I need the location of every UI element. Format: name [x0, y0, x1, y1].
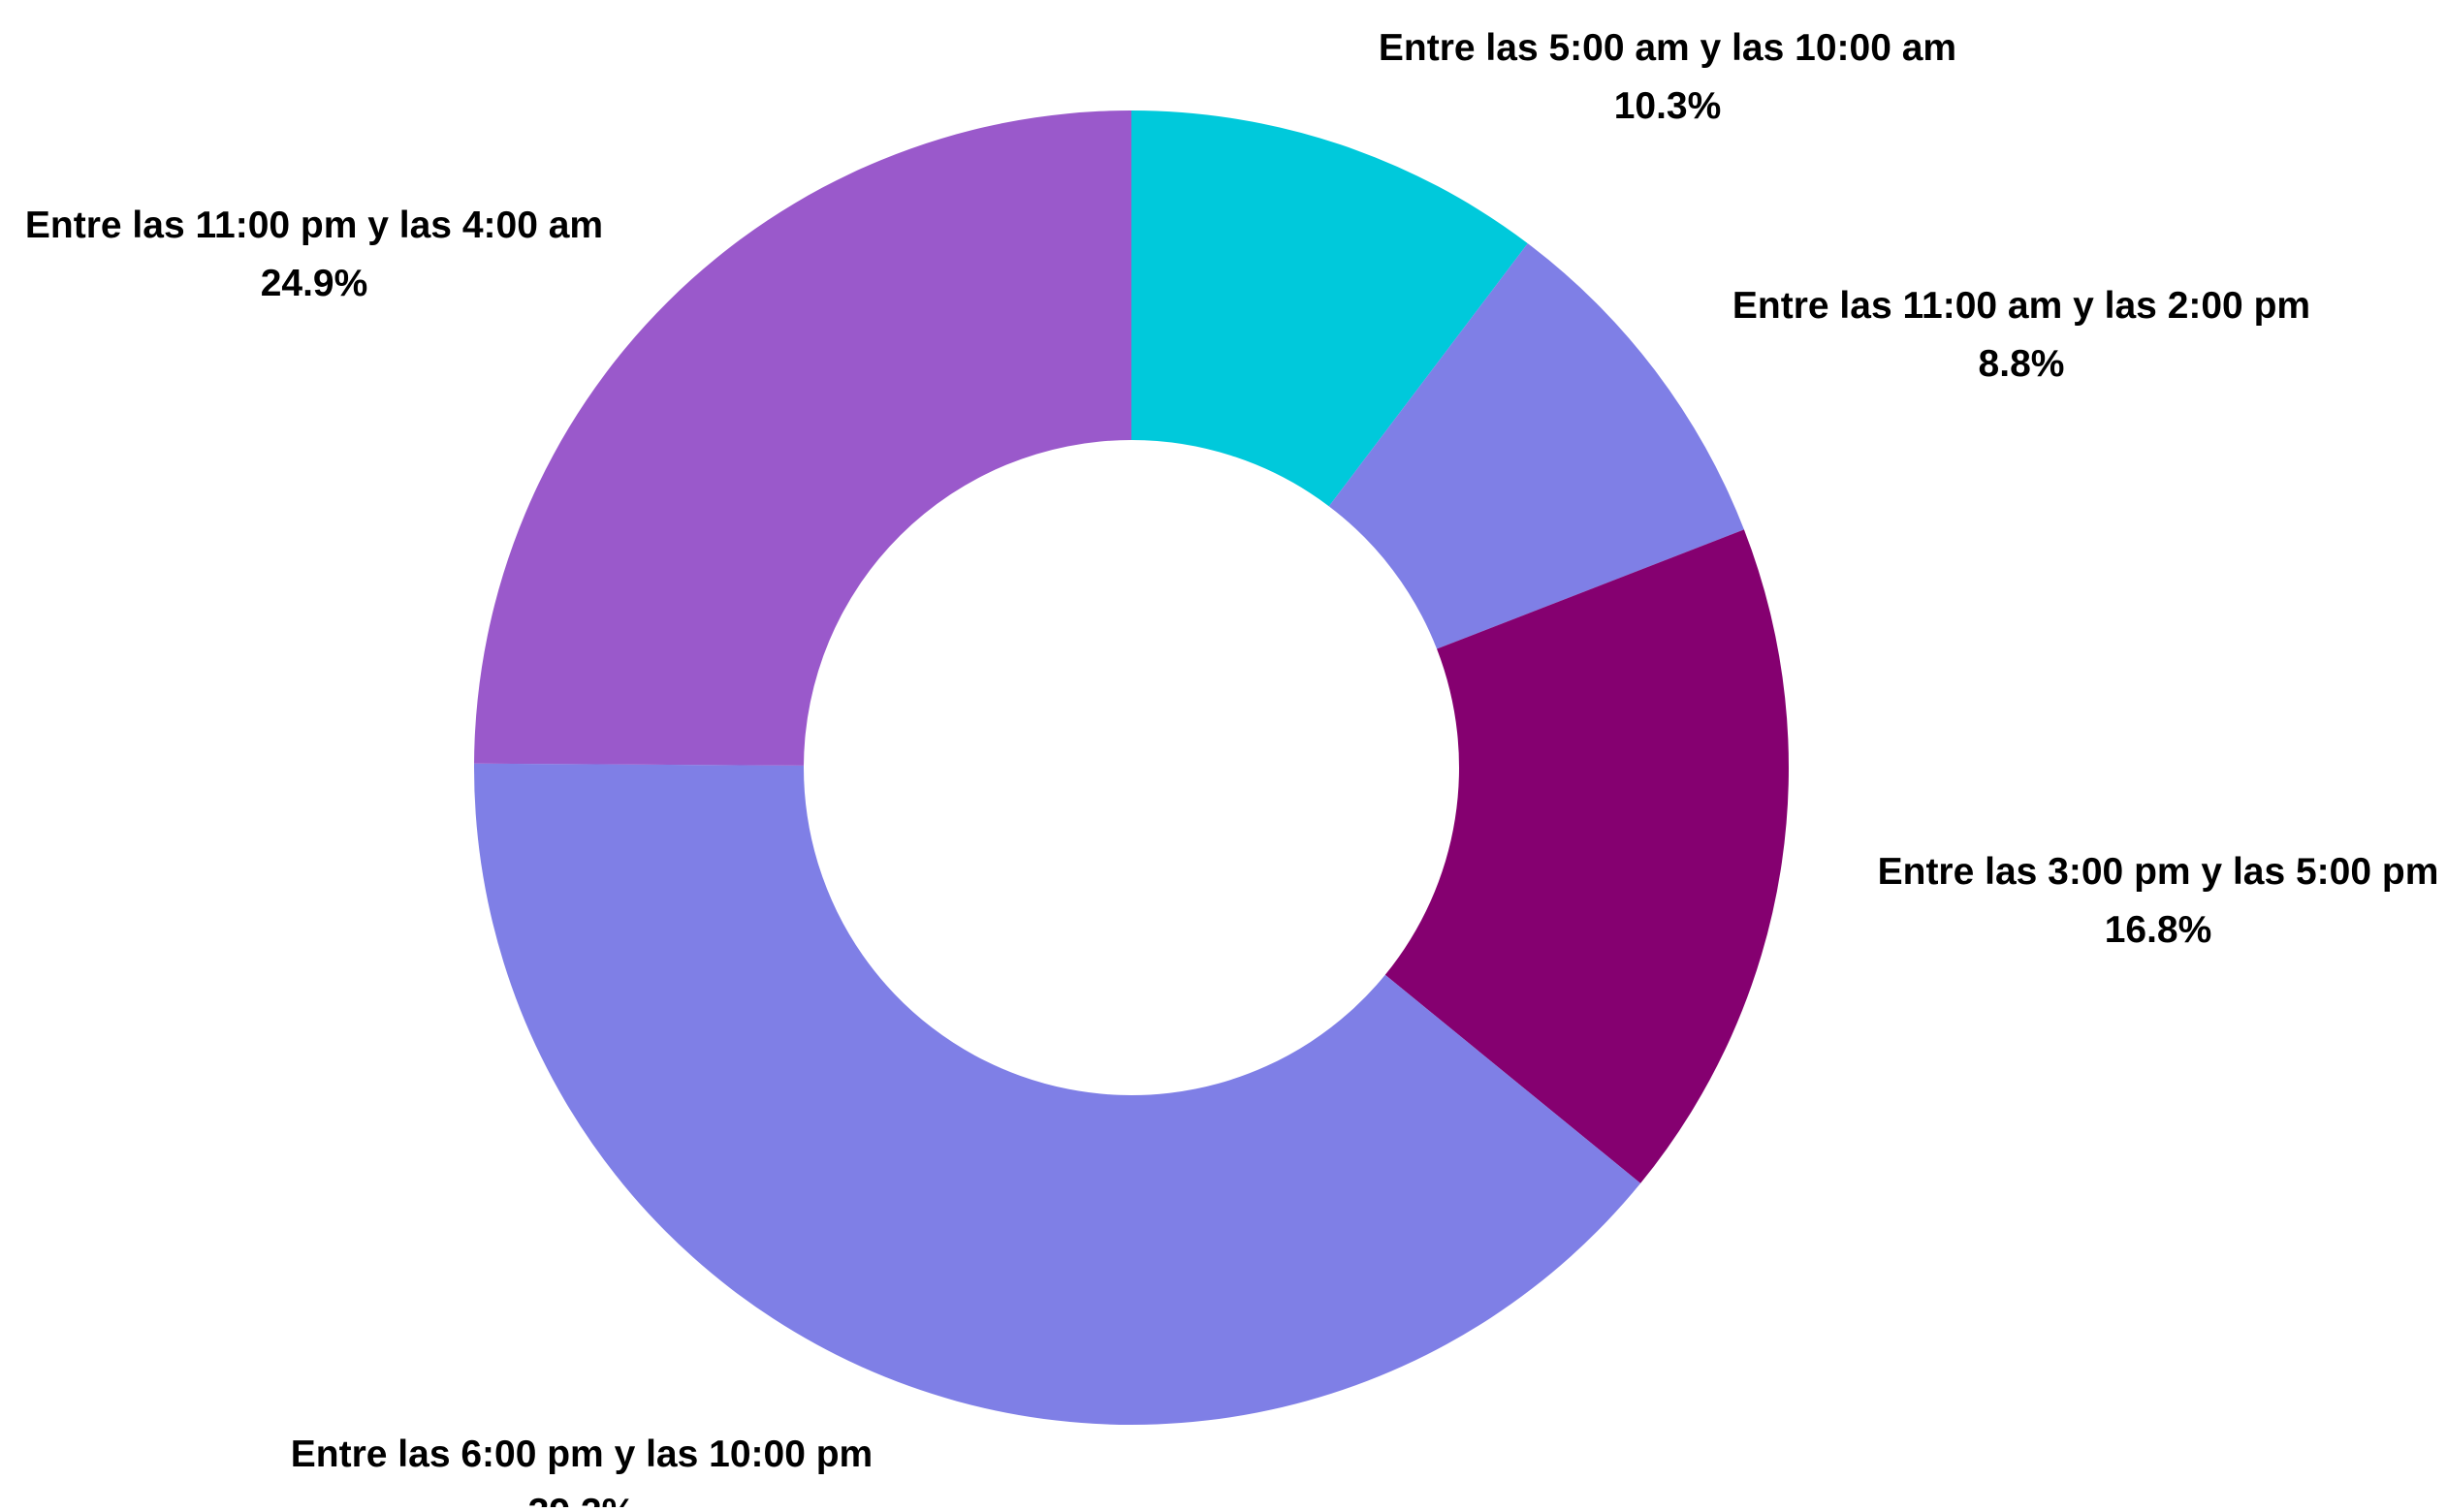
slice-value-5: 24.9% — [261, 263, 368, 304]
slice-2 — [1328, 243, 1744, 649]
slice-label-3: Entre las 3:00 pm y las 5:00 pm — [1878, 851, 2439, 893]
slice-3 — [1384, 529, 1789, 1183]
slice-value-2: 8.8% — [1979, 343, 2065, 385]
slice-label-1: Entre las 5:00 am y las 10:00 am — [1379, 27, 1956, 69]
slice-value-1: 10.3% — [1614, 85, 1722, 127]
slice-label-2: Entre las 11:00 am y las 2:00 pm — [1732, 285, 2310, 327]
slice-5 — [474, 110, 1131, 766]
slice-value-3: 16.8% — [2105, 909, 2212, 951]
slice-4 — [473, 763, 1641, 1425]
slice-label-4: Entre las 6:00 pm y las 10:00 pm — [291, 1433, 873, 1475]
slice-1 — [1131, 110, 1528, 507]
labels-group: Entre las 5:00 am y las 10:00 am 10.3% Ent… — [25, 27, 2439, 1512]
slice-value-4: 39.2% — [528, 1492, 636, 1507]
slice-label-5: Entre las 11:00 pm y las 4:00 am — [25, 205, 603, 246]
slices-group — [473, 110, 1789, 1425]
